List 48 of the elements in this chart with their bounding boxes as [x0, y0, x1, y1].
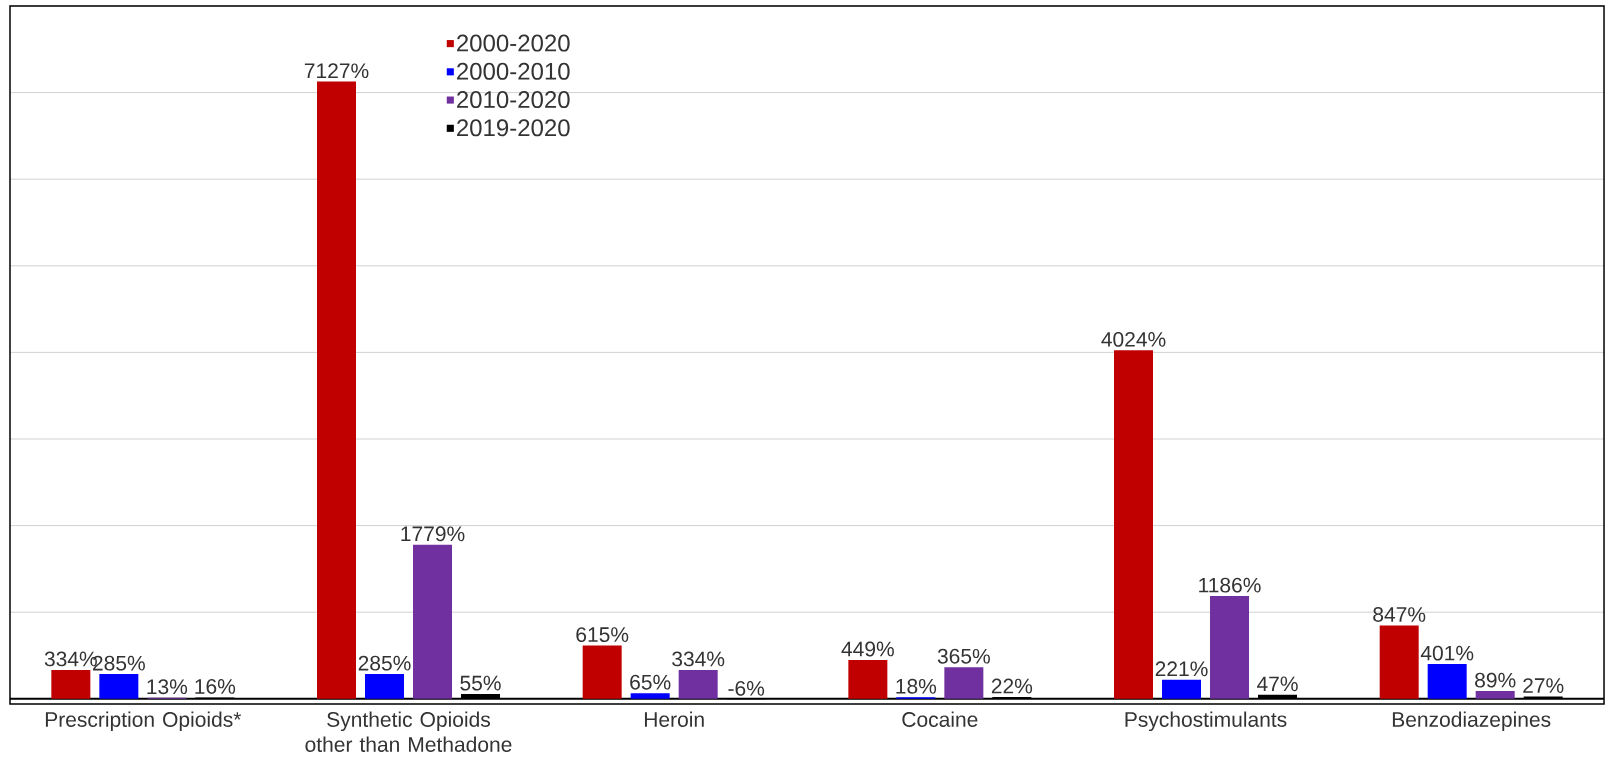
data-label: 221% — [1155, 661, 1208, 677]
bar — [1379, 625, 1419, 699]
legend-label: 2010-2020 — [457, 91, 570, 109]
x-tick-label: Cocaine — [902, 711, 978, 727]
data-label: 615% — [576, 627, 629, 643]
data-label: 285% — [358, 655, 411, 671]
bar — [1114, 350, 1154, 699]
data-label: -6% — [728, 680, 765, 696]
data-label: 16% — [195, 679, 236, 694]
x-tick-label: Heroin — [644, 711, 704, 727]
x-tick-label: Prescription Opioids* — [45, 711, 242, 732]
data-label: 47% — [1256, 676, 1298, 692]
data-label: 847% — [1373, 607, 1426, 622]
data-label: 1186% — [1199, 577, 1261, 593]
x-tick-label: Psychostimulants — [1125, 711, 1287, 732]
bar — [582, 645, 622, 699]
legend-label: 2000-2010 — [457, 62, 570, 80]
bar — [1162, 679, 1202, 699]
data-label: 334% — [672, 651, 725, 667]
bar — [1210, 596, 1250, 699]
legend-label: 2000-2020 — [457, 34, 570, 52]
data-label: 449% — [841, 641, 894, 657]
data-label: 22% — [991, 678, 1033, 694]
data-label: 401% — [1420, 645, 1474, 661]
data-label: 13% — [147, 679, 188, 695]
bar — [678, 669, 718, 699]
data-label: 55% — [460, 675, 501, 691]
bar — [848, 659, 888, 699]
data-label: 89% — [1475, 672, 1516, 688]
bar — [1427, 664, 1467, 699]
data-label: 7127% — [304, 63, 369, 79]
legend-label: 2019-2020 — [457, 119, 570, 137]
bar — [99, 674, 139, 699]
bar — [1475, 691, 1515, 699]
data-label: 18% — [896, 678, 937, 694]
data-label: 65% — [630, 674, 671, 690]
data-label: 27% — [1523, 678, 1564, 693]
data-label: 1779% — [401, 526, 465, 542]
bar — [944, 667, 984, 699]
x-tick-label: Synthetic Opioids other than Methadone — [305, 711, 512, 752]
data-label: 365% — [937, 648, 990, 664]
bar — [317, 81, 356, 699]
bar — [365, 674, 404, 699]
bar — [51, 669, 91, 699]
bar — [630, 693, 670, 699]
bar — [413, 544, 452, 699]
x-tick-label: Benzodiazepines — [1392, 711, 1551, 732]
data-label: 4024% — [1101, 331, 1166, 347]
